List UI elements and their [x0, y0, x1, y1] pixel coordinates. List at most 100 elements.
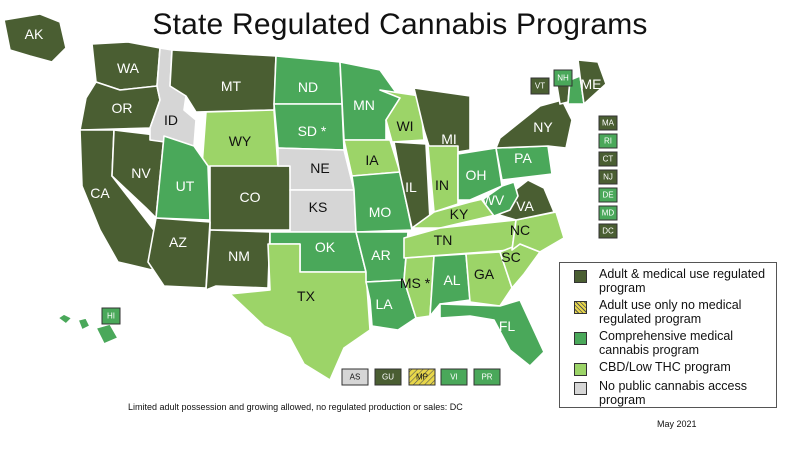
state-mt: MT [169, 49, 277, 113]
territory-pr: PR [473, 368, 501, 386]
state-label-ak: AK [25, 26, 44, 42]
state-shape-ak [3, 13, 67, 63]
state-shape-ga [465, 251, 513, 307]
state-ne: NE [277, 147, 355, 191]
east-state-label-nj: NJ [603, 173, 613, 182]
legend-label: Adult & medical use regulated program [599, 267, 766, 295]
state-sd: SD * [273, 103, 345, 151]
legend-label: Adult use only no medical regulated prog… [599, 298, 742, 326]
east-state-label-ct: CT [603, 155, 614, 164]
east-state-dc: DC [598, 223, 618, 239]
state-label-nh: NH [557, 74, 569, 83]
state-shape-mo [351, 171, 413, 233]
state-shape-tx [229, 243, 371, 381]
state-shape-oh [457, 147, 503, 201]
state-label-sd: SD * [298, 123, 327, 139]
legend-item-adult-only: Adult use only no medical regulated prog… [566, 298, 770, 326]
state-label-nv: NV [131, 165, 151, 181]
state-id: ID [149, 47, 197, 147]
legend-swatch [574, 332, 587, 345]
state-label-al: AL [443, 272, 460, 288]
state-tx: TX [229, 243, 371, 381]
east-state-label-ma: MA [602, 119, 615, 128]
state-label-hi: HI [107, 312, 115, 321]
state-label-ks: KS [309, 199, 328, 215]
state-label-ky: KY [450, 206, 469, 222]
state-label-nm: NM [228, 248, 250, 264]
legend-swatch [574, 301, 587, 314]
map-date: May 2021 [657, 419, 697, 429]
state-fl: FL [439, 299, 545, 367]
state-label-ny: NY [533, 119, 553, 135]
state-label-ga: GA [474, 266, 495, 282]
east-state-box-ri [598, 133, 618, 149]
state-pa: PA [495, 145, 553, 181]
territory-label-pr: PR [481, 373, 492, 382]
state-label-wi: WI [396, 118, 413, 134]
state-label-vt: VT [535, 82, 545, 91]
state-al: AL [429, 253, 471, 317]
state-co: CO [209, 165, 293, 231]
map-title: State Regulated Cannabis Programs [152, 8, 648, 41]
east-state-md: MD [598, 205, 618, 221]
state-ar: AR [355, 231, 409, 283]
state-shape-ny [495, 99, 573, 149]
state-shape-hi [57, 313, 119, 345]
state-nc: NC [510, 211, 565, 253]
east-state-ct: CT [598, 151, 618, 167]
territory-box-as [341, 368, 369, 386]
state-label-me: ME [581, 76, 602, 92]
state-shape-wv [481, 181, 519, 217]
east-state-box-ma [598, 115, 618, 131]
state-shape-ms [403, 255, 435, 319]
state-label-sc: SC [501, 249, 520, 265]
state-label-box-hi [101, 307, 121, 325]
state-label-oh: OH [466, 167, 487, 183]
legend-item-cbd: CBD/Low THC program [566, 360, 770, 376]
east-state-box-md [598, 205, 618, 221]
legend-item-none: No public cannabis access program [566, 379, 770, 407]
state-nd: ND [273, 55, 343, 105]
state-label-fl: FL [499, 318, 516, 334]
state-label-mi: MI [441, 131, 457, 147]
state-label-va: VA [516, 198, 534, 214]
state-oh: OH [457, 147, 503, 201]
state-label-ms: MS * [400, 275, 431, 291]
state-shape-nm [205, 229, 271, 291]
legend-label: No public cannabis access program [599, 379, 747, 407]
state-shape-az [147, 217, 211, 289]
state-label-ia: IA [365, 152, 379, 168]
state-or: OR [79, 81, 161, 131]
territory-as: AS [341, 368, 369, 386]
state-label-box-vt [530, 77, 550, 95]
state-ga: GA [465, 251, 513, 307]
territory-box-vi [440, 368, 468, 386]
state-label-pa: PA [514, 150, 532, 166]
legend-swatch [574, 270, 587, 283]
state-label-nd: ND [298, 79, 318, 95]
state-mi: MI [413, 87, 471, 157]
legend-swatch [574, 382, 587, 395]
state-label-wv: WV [482, 192, 505, 208]
state-label-tx: TX [297, 288, 316, 304]
territory-box-pr [473, 368, 501, 386]
state-sc: SC [499, 243, 541, 289]
legend-swatch [574, 363, 587, 376]
east-state-de: DE [598, 187, 618, 203]
legend-label: CBD/Low THC program [599, 360, 731, 374]
state-shape-al [429, 253, 471, 317]
territory-mp: MP [408, 368, 436, 386]
dc-footnote: Limited adult possession and growing all… [128, 402, 463, 412]
territory-label-vi: VI [450, 373, 458, 382]
territory-label-mp: MP [416, 373, 428, 382]
state-label-az: AZ [169, 234, 187, 250]
state-wv: WV [481, 181, 519, 217]
state-wy: WY [201, 109, 279, 169]
state-ia: IA [343, 139, 401, 177]
state-label-co: CO [240, 189, 261, 205]
state-shape-ut [155, 135, 211, 221]
state-label-nc: NC [510, 222, 530, 238]
state-wa: WA [91, 41, 161, 91]
state-ut: UT [155, 135, 211, 221]
